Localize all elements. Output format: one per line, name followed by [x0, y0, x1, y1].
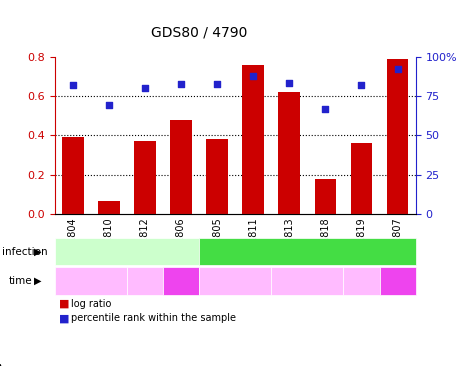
Text: ▶: ▶ — [34, 247, 42, 257]
Point — [249, 74, 257, 79]
Point — [213, 81, 221, 87]
Text: mock: mock — [112, 247, 142, 257]
Bar — [134, 141, 156, 214]
Bar — [98, 201, 120, 214]
Text: 4 hour: 4 hour — [165, 276, 197, 286]
Point — [177, 81, 185, 87]
Text: 0.5 hour: 0.5 hour — [215, 276, 256, 286]
Point — [285, 80, 293, 86]
Text: GDS80 / 4790: GDS80 / 4790 — [152, 26, 247, 40]
Text: 0.5 hour: 0.5 hour — [70, 276, 111, 286]
Text: ■: ■ — [59, 299, 70, 309]
Text: 1 hour: 1 hour — [129, 276, 161, 286]
Text: ▶: ▶ — [34, 276, 42, 286]
Point — [358, 82, 365, 88]
Point — [394, 66, 401, 72]
Bar — [387, 59, 408, 214]
Text: percentile rank within the sample: percentile rank within the sample — [71, 313, 236, 324]
Text: 1 hour: 1 hour — [292, 276, 323, 286]
Point — [322, 106, 329, 112]
Point — [141, 85, 149, 91]
Point — [69, 82, 76, 88]
Bar — [206, 139, 228, 214]
Text: log ratio: log ratio — [71, 299, 112, 309]
Bar — [242, 65, 264, 214]
Text: wildtype: wildtype — [284, 247, 331, 257]
Bar — [62, 137, 84, 214]
Text: infection: infection — [2, 247, 48, 257]
Bar — [278, 92, 300, 214]
Bar — [170, 120, 192, 214]
Text: ■: ■ — [59, 313, 70, 324]
Text: 4 hour: 4 hour — [382, 276, 413, 286]
Bar — [314, 179, 336, 214]
Bar — [351, 143, 372, 214]
Text: 2 hour: 2 hour — [346, 276, 377, 286]
Point — [105, 102, 113, 108]
Text: time: time — [9, 276, 32, 286]
